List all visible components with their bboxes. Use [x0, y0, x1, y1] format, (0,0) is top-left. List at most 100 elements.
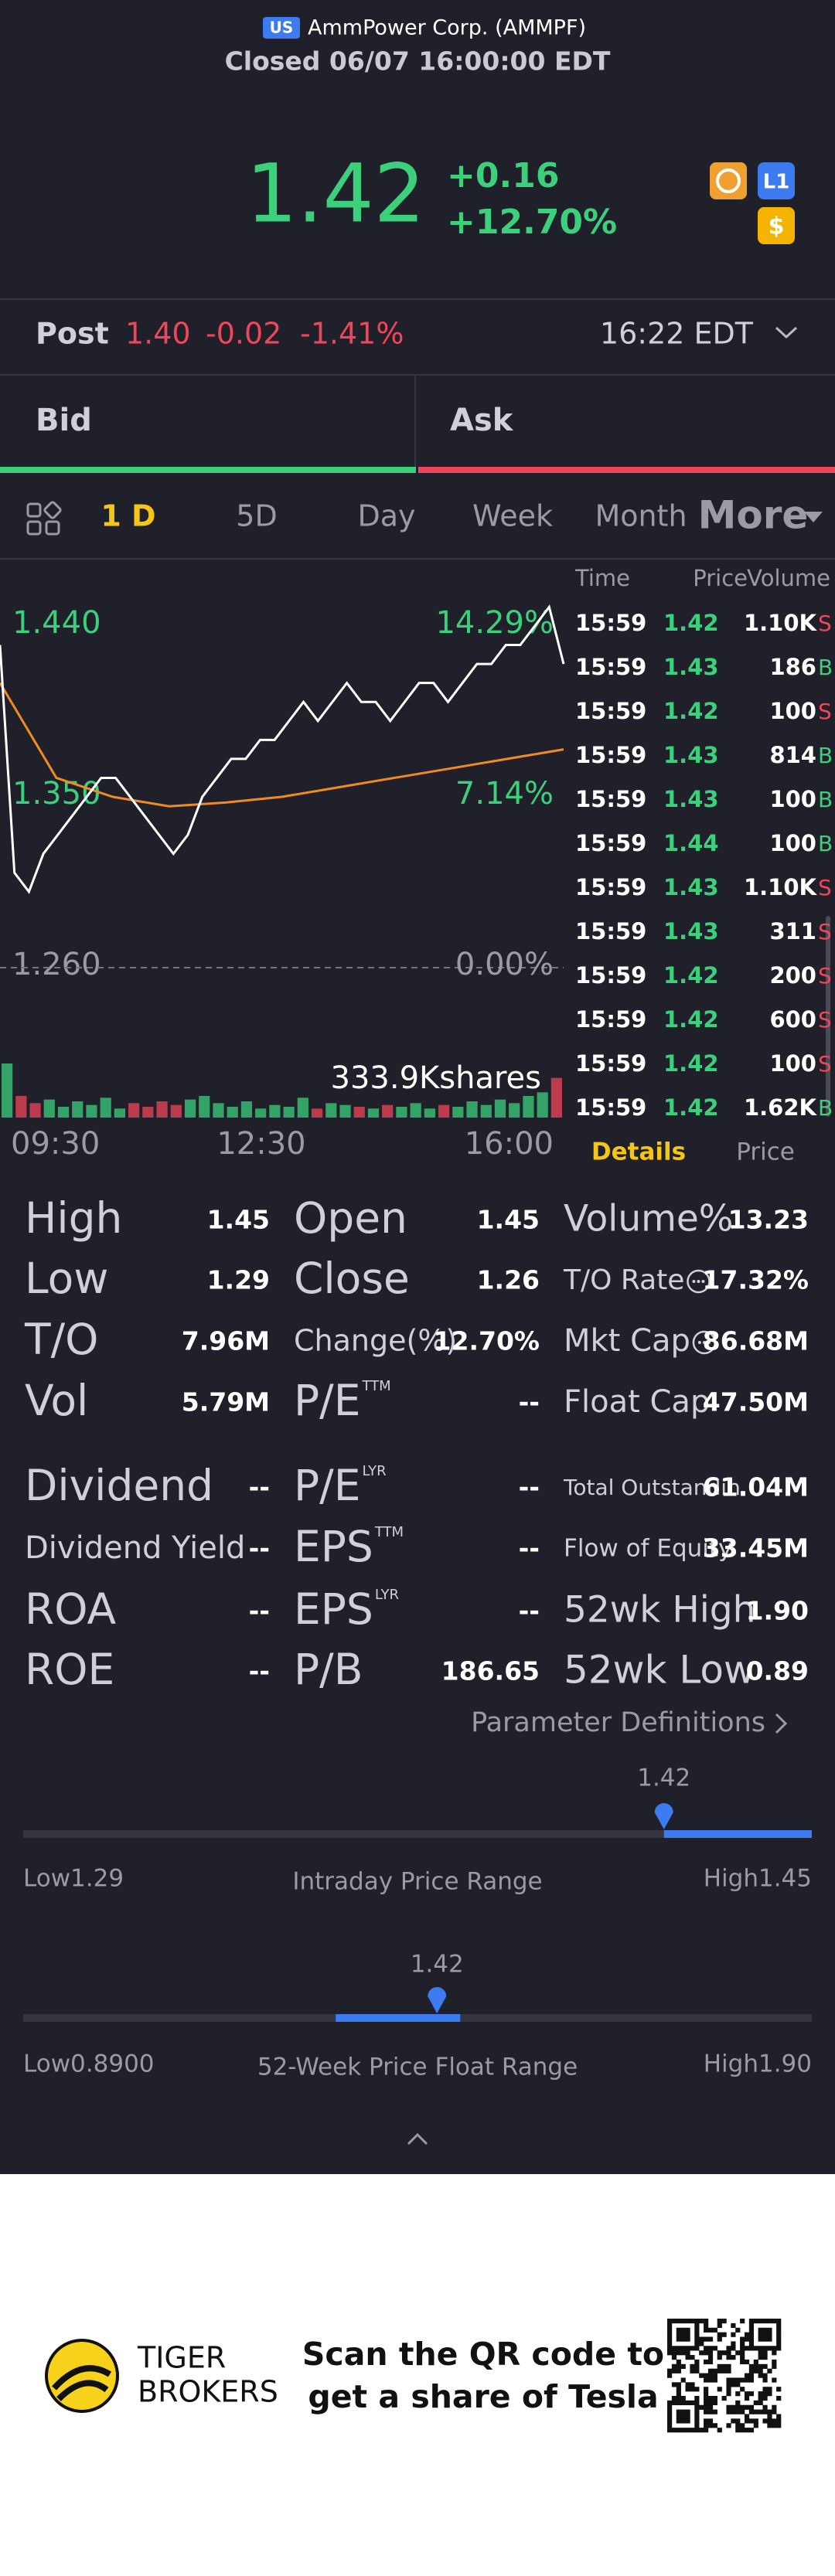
- stat-value: --: [249, 1472, 270, 1502]
- qr-module: [690, 2400, 695, 2406]
- post-label: Post: [36, 317, 109, 351]
- qr-module: [731, 2418, 736, 2424]
- stat-value: --: [519, 1387, 540, 1417]
- qr-module: [762, 2336, 768, 2342]
- qr-module: [680, 2332, 686, 2337]
- qr-module: [707, 2395, 714, 2401]
- trade-price: 1.42: [663, 610, 719, 636]
- qr-module: [680, 2336, 686, 2342]
- qr-module: [767, 2414, 772, 2419]
- panel-tab[interactable]: Price: [736, 1138, 795, 1166]
- volume-bar: [550, 1077, 562, 1118]
- qr-module: [717, 2363, 722, 2369]
- qr-module: [694, 2336, 700, 2342]
- trade-price: 1.42: [663, 1050, 719, 1077]
- qr-module: [717, 2368, 722, 2374]
- qr-module: [694, 2428, 700, 2433]
- volume-bar: [199, 1096, 210, 1118]
- timeframe-tab[interactable]: Week: [472, 499, 553, 533]
- y-tick-label: 1.260: [12, 947, 101, 982]
- qr-module: [704, 2327, 709, 2333]
- stat-value: --: [249, 1656, 270, 1686]
- qr-module: [676, 2409, 681, 2414]
- trade-volume: 100: [769, 830, 816, 856]
- qr-module: [758, 2391, 763, 2397]
- qr-module: [731, 2322, 736, 2329]
- market-badge: [263, 17, 300, 39]
- timeframe-tab[interactable]: Month: [595, 499, 687, 533]
- qr-module: [776, 2395, 782, 2401]
- qr-module: [767, 2391, 772, 2397]
- trade-time: 15:59: [575, 918, 646, 944]
- qr-module: [671, 2368, 677, 2374]
- qr-module: [748, 2322, 755, 2329]
- qr-module: [667, 2327, 673, 2333]
- trade-side: B: [818, 655, 833, 680]
- y2-tick-label: 0.00%: [455, 947, 554, 982]
- qr-module: [776, 2332, 782, 2337]
- stat-value: 1.90: [746, 1596, 809, 1626]
- volume-bar: [452, 1107, 464, 1118]
- stock-name: AmmPower Corp. (AMMPF): [308, 16, 586, 40]
- trade-side: S: [818, 963, 832, 989]
- qr-module: [694, 2404, 700, 2410]
- info-icon: [702, 1341, 706, 1344]
- timeframe-tab[interactable]: Day: [357, 499, 415, 533]
- qr-module: [726, 2382, 731, 2387]
- collapse-icon[interactable]: [407, 2132, 428, 2146]
- stat-value: 5.79M: [182, 1387, 270, 1417]
- qr-module: [694, 2363, 700, 2369]
- volume-bar: [353, 1107, 365, 1118]
- qr-module: [694, 2359, 700, 2365]
- qr-module: [694, 2332, 700, 2337]
- qr-module: [676, 2391, 681, 2397]
- chevron[interactable]: [775, 1713, 788, 1734]
- qr-module: [704, 2377, 709, 2383]
- qr-module: [753, 2418, 758, 2424]
- timeframe-tab[interactable]: 5D: [236, 499, 277, 533]
- qr-module: [721, 2395, 727, 2401]
- qr-module: [707, 2377, 714, 2383]
- qr-module: [744, 2336, 750, 2342]
- dropdown-icon[interactable]: [775, 326, 798, 339]
- volume-bar: [142, 1107, 154, 1118]
- qr-module: [694, 2409, 700, 2414]
- qr-module: [776, 2387, 782, 2392]
- qr-module: [776, 2414, 782, 2419]
- parameter-definitions-link[interactable]: Parameter Definitions: [471, 1707, 765, 1738]
- qr-module: [707, 2423, 714, 2428]
- qr-module: [685, 2409, 690, 2414]
- qr-module: [680, 2319, 686, 2324]
- timeframe-tab[interactable]: 1 D: [101, 499, 155, 533]
- average-line: [0, 682, 564, 808]
- qr-module: [762, 2319, 768, 2324]
- stat-label-sup: TTM: [361, 1378, 390, 1394]
- qr-module: [676, 2346, 681, 2351]
- qr-module: [676, 2414, 681, 2419]
- qr-module: [740, 2409, 745, 2414]
- qr-module: [740, 2404, 745, 2410]
- qr-module: [748, 2346, 755, 2351]
- timeframe-tab[interactable]: More: [698, 493, 809, 538]
- trade-volume: 311: [769, 918, 816, 944]
- range-marker: [428, 1987, 447, 2013]
- volume-bar: [57, 1107, 70, 1118]
- qr-module: [685, 2428, 690, 2433]
- qr-module: [758, 2373, 763, 2378]
- qr-module: [685, 2414, 690, 2419]
- qr-module: [680, 2428, 686, 2433]
- qr-module: [776, 2327, 782, 2333]
- stat-label-sup: LYR: [362, 1463, 386, 1479]
- stat-label: EPS: [294, 1522, 373, 1571]
- volume-bar: [86, 1104, 97, 1118]
- post-change: -0.02: [206, 317, 281, 351]
- qr-module: [740, 2423, 745, 2428]
- chart-type-icon[interactable]: [26, 501, 62, 536]
- qr-module: [762, 2350, 768, 2356]
- qr-module: [735, 2400, 741, 2406]
- icon: [710, 162, 747, 199]
- trade-volume: 100: [769, 1050, 816, 1077]
- panel-tab[interactable]: Details: [591, 1138, 686, 1166]
- stat-value: 1.26: [477, 1265, 540, 1295]
- qr-module: [690, 2319, 695, 2324]
